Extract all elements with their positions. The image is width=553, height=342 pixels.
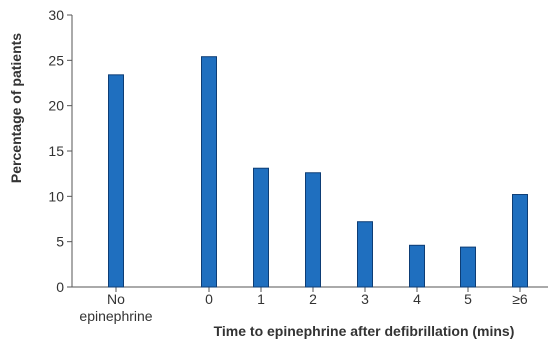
x-tick-label: 2 [309, 291, 317, 307]
y-tick-label: 15 [48, 143, 64, 159]
y-axis: 0 5 10 15 20 25 30 [48, 7, 73, 295]
bar-0 [201, 56, 217, 288]
x-tick-label: epinephrine [79, 308, 152, 324]
x-tick-label: 4 [413, 291, 421, 307]
y-axis-title: Percentage of patients [8, 33, 24, 183]
x-tick-label: 1 [257, 291, 265, 307]
bar-no-epinephrine [108, 74, 124, 288]
y-tick-label: 10 [48, 188, 64, 204]
x-tick-label: 5 [464, 291, 472, 307]
x-tick-label: 3 [361, 291, 369, 307]
y-tick-label: 20 [48, 98, 64, 114]
bar--6 [512, 194, 528, 288]
y-tick-label: 30 [48, 7, 64, 23]
bar-4 [409, 244, 425, 288]
bar-1 [253, 167, 269, 288]
bar-3 [357, 221, 373, 288]
y-tick-label: 0 [56, 279, 64, 295]
x-tick-label: ≥6 [512, 291, 528, 307]
y-tick-label: 5 [56, 234, 64, 250]
x-axis-title: Time to epinephrine after defibrillation… [214, 323, 515, 339]
bar-5 [460, 246, 476, 288]
x-tick-label: 0 [205, 291, 213, 307]
x-tick-label: No [107, 291, 125, 307]
bar-2 [305, 172, 321, 288]
bars [108, 56, 528, 288]
y-tick-label: 25 [48, 52, 64, 68]
